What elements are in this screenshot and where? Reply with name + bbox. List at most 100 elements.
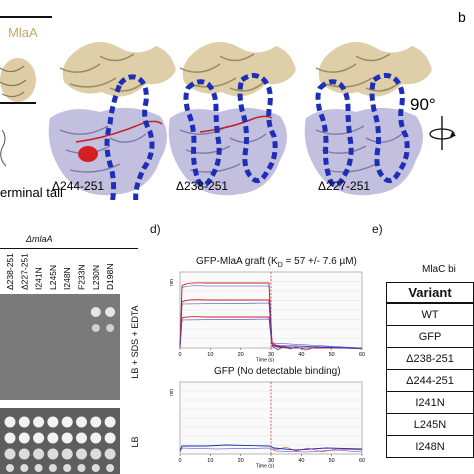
colony <box>61 416 73 428</box>
panel-d-label: d) <box>150 222 161 236</box>
colony <box>33 448 45 460</box>
strain-label: L245N <box>48 265 58 290</box>
table-row: L245N <box>386 414 474 436</box>
x-tick-label: 0 <box>178 352 181 358</box>
mlaa-legend-label: MlaA <box>8 25 38 40</box>
table-row: Δ244-251 <box>386 370 474 392</box>
genotype-label: ΔmlaA <box>26 234 53 244</box>
colony <box>63 464 72 472</box>
variant-table: Variant WT GFP Δ238-251 Δ244-251 I241N L245N I… <box>386 282 474 458</box>
x-tick-label: 60 <box>359 458 365 464</box>
colony <box>48 464 57 472</box>
x-axis-label: Time (s) <box>256 358 274 363</box>
colony <box>47 448 59 460</box>
colony <box>77 464 86 472</box>
x-tick-label: 20 <box>238 458 244 464</box>
x-tick-label: 50 <box>329 458 335 464</box>
left-partial-structure <box>0 58 36 167</box>
top-plot-title: GFP-MlaA graft (KD = 57 +/- 7.6 µM) <box>196 256 357 269</box>
construct-label-2: Δ238-251 <box>176 179 228 193</box>
strain-label: I241N <box>34 267 44 290</box>
colony <box>91 464 100 472</box>
x-tick-label: 10 <box>207 458 213 464</box>
x-tick-label: 10 <box>207 352 213 358</box>
panel-b-label: b <box>458 9 466 25</box>
colony <box>90 448 102 460</box>
colony <box>76 432 87 444</box>
x-tick-label: 40 <box>298 458 304 464</box>
colony <box>4 416 16 428</box>
sensorgram-trace <box>271 345 363 351</box>
construct-label-1: Δ244-251 <box>52 179 104 193</box>
x-tick-label: 30 <box>268 458 274 464</box>
structure-panel: MlaA erminal tail Δ244-251 <box>0 9 466 200</box>
strain-label: D198N <box>105 264 115 290</box>
strain-label: Δ227-251 <box>19 253 29 290</box>
colony <box>61 432 73 444</box>
x-tick-label: 0 <box>178 458 181 464</box>
colony <box>18 448 30 460</box>
colony <box>106 324 115 332</box>
strain-label: F233N <box>77 264 87 290</box>
colony <box>105 307 116 317</box>
colony <box>18 432 30 444</box>
table-row: WT <box>386 304 474 326</box>
genotype-rule <box>0 248 138 249</box>
strain-label: L230N <box>91 265 101 290</box>
x-tick-label: 20 <box>238 352 244 358</box>
plate-lb <box>0 408 120 474</box>
colony <box>20 464 29 472</box>
colony <box>4 432 16 444</box>
colony <box>6 464 14 472</box>
rotation-label: 90° <box>410 95 436 114</box>
colony <box>61 448 73 460</box>
x-tick-label: 30 <box>268 352 274 358</box>
strain-labels-and-plates: Δ238-251 Δ227-251 I241N L245N I248N F233N L230… <box>0 253 120 474</box>
x-tick-label: 50 <box>329 352 335 358</box>
bottom-plot-title: GFP (No detectable binding) <box>214 366 341 377</box>
table-header: Variant <box>386 282 474 304</box>
panel-e-label: e) <box>372 222 383 236</box>
table-row: I248N <box>386 436 474 458</box>
structure-delta238 <box>168 42 296 196</box>
table-row: I241N <box>386 392 474 414</box>
colony <box>76 448 87 460</box>
construct-label-3: Δ227-251 <box>318 179 370 193</box>
x-tick-label: 40 <box>298 352 304 358</box>
y-axis-label: nm <box>169 389 175 396</box>
table-row: Δ238-251 <box>386 348 474 370</box>
y-axis-label: nm <box>169 279 175 286</box>
rotation-arrow-icon <box>429 116 456 150</box>
bottom-sensorgram: 0 10 20 30 40 50 60 Time (s) nm <box>169 381 365 469</box>
sensorgram-trace <box>268 445 363 453</box>
colony <box>104 432 116 444</box>
colony <box>90 432 102 444</box>
strain-label: I248N <box>62 267 72 290</box>
sensorgram-trace <box>179 302 363 349</box>
strain-label: Δ238-251 <box>5 253 15 290</box>
colony <box>76 416 87 428</box>
colony <box>33 416 45 428</box>
colony <box>91 324 100 332</box>
structure-delta244 <box>48 42 176 200</box>
structure-delta227 <box>304 42 432 196</box>
x-tick-label: 60 <box>359 352 365 358</box>
sensorgram-trace <box>179 285 363 349</box>
colony <box>104 448 116 460</box>
plate-sds-edta <box>0 294 120 400</box>
table-caption: MlaC bi <box>422 264 456 275</box>
plate-sds-label: LB + SDS + EDTA <box>130 305 140 379</box>
colony <box>106 464 115 472</box>
colony <box>4 448 16 460</box>
colony <box>33 432 45 444</box>
panel-c: ΔmlaA Δ238-251 Δ227-251 I241N L245N I248N F23… <box>0 226 150 474</box>
sensorgram-trace <box>179 447 363 453</box>
x-axis-label: Time (s) <box>256 464 274 469</box>
colony <box>47 432 59 444</box>
colony <box>34 464 43 472</box>
colony <box>18 416 30 428</box>
colony <box>104 416 116 428</box>
sensorgram-trace <box>179 318 363 349</box>
colony <box>90 416 102 428</box>
